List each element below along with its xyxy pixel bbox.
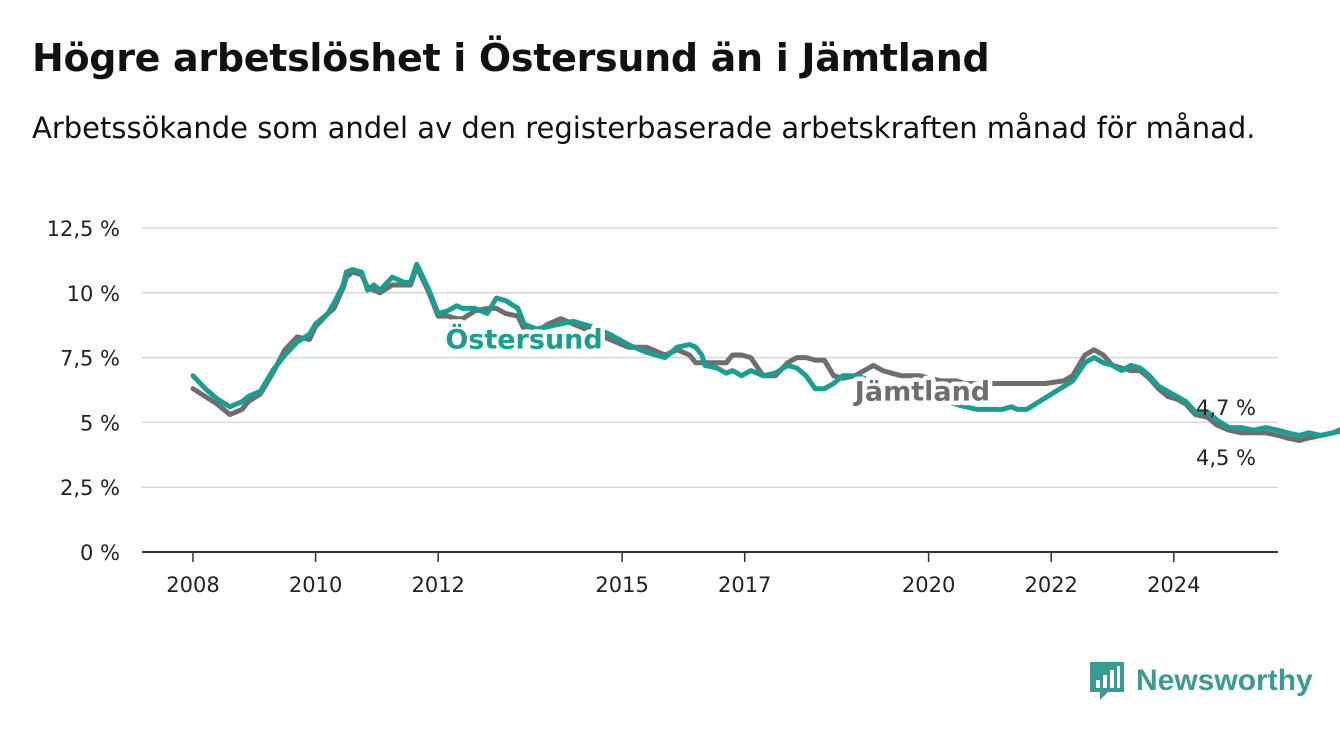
x-tick-label: 2024 bbox=[1147, 573, 1200, 597]
series-labels: 4,7 %4,5 %ÖstersundÖstersundJämtlandJämt… bbox=[441, 318, 1256, 470]
x-tick-label: 2010 bbox=[289, 573, 342, 597]
y-tick-label: 2,5 % bbox=[60, 476, 120, 500]
series-lines bbox=[190, 261, 1340, 443]
y-tick-label: 7,5 % bbox=[60, 347, 120, 371]
x-tick-label: 2017 bbox=[718, 573, 771, 597]
y-tick-label: 0 % bbox=[80, 541, 120, 565]
brand-name: Newsworthy bbox=[1136, 664, 1313, 697]
grid-lines bbox=[142, 227, 1278, 553]
chart-title: Högre arbetslöshet i Östersund än i Jämt… bbox=[32, 36, 990, 80]
series-line-östersund bbox=[190, 261, 1340, 438]
end-label-ostersund: 4,7 % bbox=[1196, 396, 1256, 420]
series-label-halo: Jämtland bbox=[853, 376, 990, 407]
y-tick-label: 12,5 % bbox=[47, 217, 120, 241]
end-label-jamtland: 4,5 % bbox=[1196, 446, 1256, 470]
y-tick-label: 5 % bbox=[80, 411, 120, 435]
y-tick-label: 10 % bbox=[67, 282, 120, 306]
chart-subtitle: Arbetssökande som andel av den registerb… bbox=[32, 111, 1256, 145]
x-tick-label: 2020 bbox=[902, 573, 955, 597]
x-tick-label: 2015 bbox=[595, 573, 648, 597]
x-tick-label: 2022 bbox=[1024, 573, 1077, 597]
series-label-jämtland: Jämtland bbox=[853, 376, 990, 407]
series-label-östersund: Östersund bbox=[445, 322, 602, 355]
newsworthy-bar-chart-icon bbox=[1090, 662, 1124, 700]
y-axis-tick-labels: 0 % 2,5 % 5 % 7,5 % 10 % 12,5 % bbox=[47, 217, 120, 565]
x-tick-label: 2012 bbox=[411, 573, 464, 597]
x-tick-label: 2008 bbox=[166, 573, 219, 597]
newsworthy-logo: Newsworthy bbox=[1088, 660, 1313, 702]
line-chart: 0 %2,5 %5 %7,5 %10 %12,5 % 2008 2010 2012 2… bbox=[47, 217, 1340, 597]
series-label-halo: Östersund bbox=[445, 322, 602, 355]
x-axis-tick-labels: 2008 2010 2012 2015 2017 2020 2022 2024 bbox=[166, 552, 1201, 597]
